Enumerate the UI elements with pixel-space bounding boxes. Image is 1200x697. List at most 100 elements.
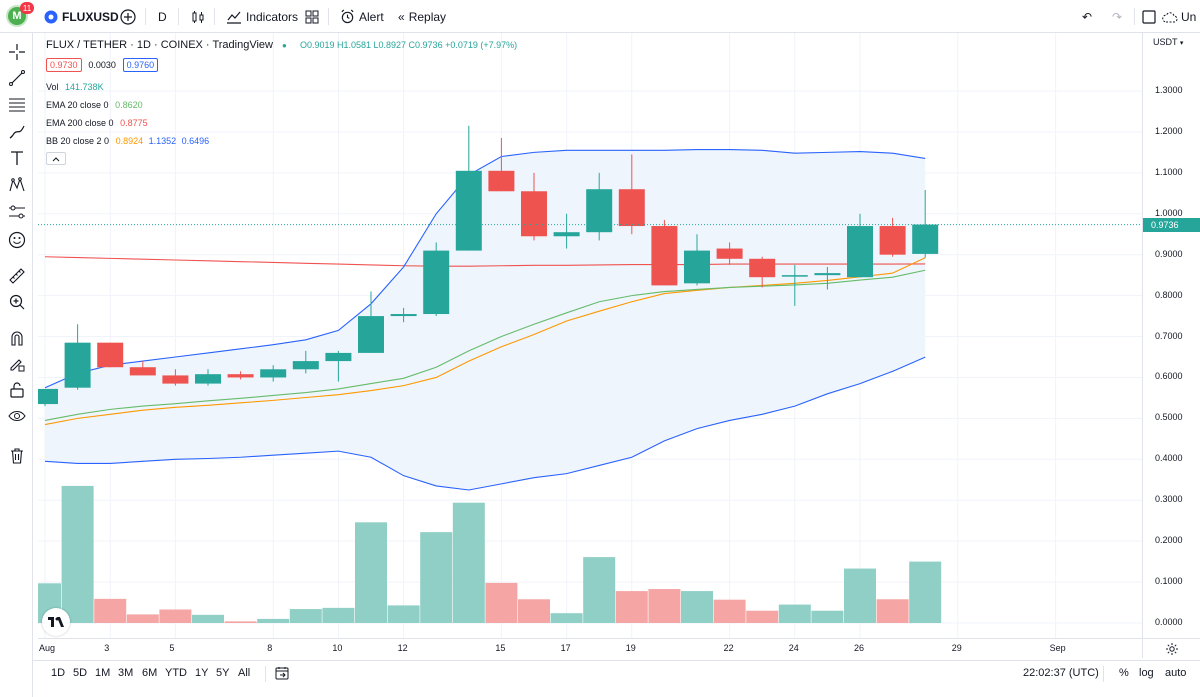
chevron-up-icon	[52, 156, 60, 161]
collapse-legend-button[interactable]	[46, 152, 66, 165]
volume-bar	[583, 557, 616, 623]
remove-drawings-tool[interactable]	[6, 445, 28, 467]
fib-tool[interactable]	[6, 93, 28, 115]
volume-bar	[746, 610, 779, 623]
compare-symbol-button[interactable]	[120, 0, 136, 33]
undo-icon: ↶	[1082, 9, 1093, 24]
replay-button[interactable]: « Replay	[398, 0, 446, 33]
alert-button[interactable]: Alert	[340, 0, 384, 33]
price-chart[interactable]	[29, 33, 1142, 639]
pattern-tool[interactable]	[6, 174, 28, 196]
ema20-legend[interactable]: EMA 20 close 0 0.8620	[46, 100, 143, 110]
candle-body	[162, 375, 189, 384]
chart-type-button[interactable]	[190, 0, 206, 33]
zoom-tool[interactable]	[6, 291, 28, 313]
timeframe-button-3m[interactable]: 3M	[118, 667, 134, 679]
symbol-search[interactable]: FLUXUSD	[44, 0, 119, 33]
timeframe-button-1m[interactable]: 1M	[95, 667, 111, 679]
volume-bar	[94, 598, 127, 623]
currency-selector[interactable]: USDT ▾	[1153, 37, 1183, 47]
fullscreen-button[interactable]	[1142, 0, 1156, 33]
candle-body	[684, 250, 710, 284]
volume-bar	[322, 607, 355, 623]
crosshair-tool[interactable]	[6, 41, 28, 63]
timeframe-button-all[interactable]: All	[238, 667, 251, 679]
candle-body	[423, 250, 450, 315]
lock-drawings-tool[interactable]	[6, 379, 28, 401]
goto-date-button[interactable]	[275, 666, 289, 683]
save-layout-button[interactable]: Un	[1162, 0, 1196, 33]
sell-price[interactable]: 0.9730	[46, 58, 82, 72]
candle-body	[97, 342, 124, 368]
interval-button[interactable]: D	[158, 0, 167, 33]
chart-pane[interactable]	[29, 33, 1142, 639]
volume-bar	[844, 568, 876, 623]
current-price-tag: 0.9736	[1143, 217, 1200, 232]
tradingview-logo[interactable]	[42, 608, 70, 636]
indicators-button[interactable]: Indicators	[226, 0, 298, 33]
timeframe-button-1y[interactable]: 1Y	[195, 667, 209, 679]
undo-button[interactable]: ↶	[1082, 0, 1092, 33]
magnet-icon	[11, 331, 23, 346]
gear-icon	[1165, 642, 1178, 655]
magnet-tool[interactable]	[6, 327, 28, 349]
log-scale-toggle[interactable]: log	[1139, 667, 1154, 679]
trendline-tool[interactable]	[6, 67, 28, 89]
price-tick-label: 1.0000	[1155, 207, 1183, 218]
volume-bar	[518, 599, 550, 623]
timeframe-button-5d[interactable]: 5D	[73, 667, 88, 679]
price-tick-label: 0.0000	[1155, 617, 1183, 627]
timeframe-button-5y[interactable]: 5Y	[216, 667, 230, 679]
tv-logo-icon	[48, 617, 64, 627]
timeframe-button-6m[interactable]: 6M	[142, 667, 158, 679]
text-tool[interactable]	[6, 147, 28, 169]
bb-label: BB 20 close 2 0	[46, 136, 110, 146]
time-tick-label: 12	[397, 643, 408, 653]
volume-bar	[192, 614, 224, 623]
time-tick-label: 10	[332, 643, 343, 653]
volume-legend[interactable]: Vol 141.738K	[46, 82, 104, 92]
volume-bar	[420, 532, 453, 623]
chart-settings-button[interactable]	[1142, 638, 1200, 658]
bb-basis-value: 0.8924	[115, 136, 144, 146]
ema200-legend[interactable]: EMA 200 close 0 0.8775	[46, 118, 148, 128]
price-tick-label: 0.8000	[1155, 289, 1183, 300]
stay-drawing-tool[interactable]	[6, 353, 28, 375]
bid-ask-row: 0.9730 0.0030 0.9760	[46, 58, 159, 72]
auto-scale-toggle[interactable]: auto	[1165, 667, 1187, 679]
candle-body	[781, 275, 808, 277]
hide-drawings-tool[interactable]	[6, 405, 28, 427]
toolbar-divider	[214, 8, 215, 25]
bb-legend[interactable]: BB 20 close 2 0 0.8924 1.1352 0.6496	[46, 136, 209, 146]
price-tick-label: 1.3000	[1155, 85, 1183, 95]
volume-bar	[289, 609, 322, 623]
timeframe-button-1d[interactable]: 1D	[51, 667, 66, 679]
legend-ohlc: O0.9019 H1.0581 L0.8927 C0.9736 +0.0719 …	[299, 40, 518, 50]
clock-display[interactable]: 22:02:37 (UTC)	[1023, 667, 1099, 679]
ema200-value: 0.8775	[120, 118, 148, 128]
timeframe-button-ytd[interactable]: YTD	[165, 667, 187, 679]
price-tick-label: 0.4000	[1155, 453, 1183, 464]
price-scale[interactable]: USDT ▾ 1.3000 1.2000 1.1000 1.0000 0.9000 0.8…	[1142, 33, 1200, 639]
ema20-value: 0.8620	[115, 100, 143, 110]
candle-body	[390, 314, 417, 317]
layouts-button[interactable]	[305, 0, 319, 33]
prediction-tool[interactable]	[6, 201, 28, 223]
buy-price[interactable]: 0.9760	[122, 58, 159, 72]
candle-body	[488, 170, 515, 192]
icon-tool[interactable]	[6, 229, 28, 251]
measure-tool[interactable]	[6, 265, 28, 287]
price-tick-label: 1.1000	[1155, 166, 1183, 177]
text-icon	[11, 151, 23, 165]
indicators-label: Indicators	[246, 9, 299, 24]
time-tick-label: 24	[788, 643, 799, 653]
brush-tool[interactable]	[6, 121, 28, 143]
cloud-icon	[1162, 11, 1178, 22]
legend-title[interactable]: FLUX / TETHER · 1D · COINEX · TradingVie…	[46, 39, 273, 51]
candle-body	[64, 342, 91, 388]
time-scale[interactable]: Aug 3 5 8 10 12 15 17 19 22 24 26 29 Sep	[38, 638, 1142, 658]
volume-bar	[550, 613, 583, 623]
spread-value: 0.0030	[88, 60, 116, 70]
percent-scale-toggle[interactable]: %	[1119, 667, 1129, 679]
redo-button[interactable]: ↷	[1112, 0, 1122, 33]
